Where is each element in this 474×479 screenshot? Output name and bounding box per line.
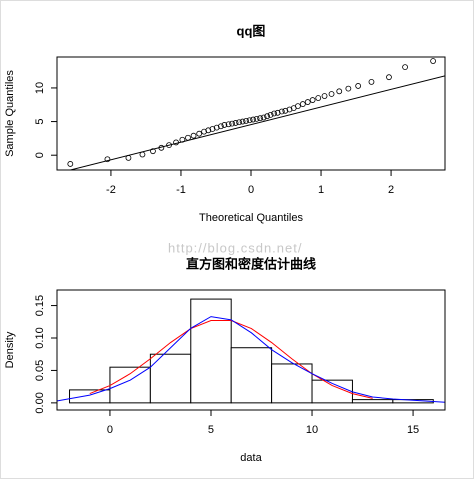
point <box>236 119 242 126</box>
point <box>274 109 281 116</box>
point <box>282 107 289 114</box>
point <box>402 64 408 70</box>
y-axis-label: Density <box>4 331 16 368</box>
x-tick-label: 15 <box>407 424 419 436</box>
y-tick-label: 0.15 <box>34 295 46 316</box>
x-tick-label: 0 <box>248 184 254 196</box>
point <box>271 110 278 117</box>
reference-line <box>68 75 445 170</box>
point <box>278 108 285 115</box>
plot-area <box>57 298 445 404</box>
point <box>355 83 362 89</box>
bar <box>109 366 151 404</box>
point <box>257 115 264 122</box>
x-tick-label: 2 <box>388 184 394 196</box>
point <box>201 128 207 135</box>
bar <box>230 347 273 404</box>
point <box>196 130 203 137</box>
point <box>260 114 267 121</box>
point <box>205 127 212 134</box>
x-tick-label: -1 <box>176 184 186 196</box>
point <box>158 144 165 151</box>
x-tick-label: 5 <box>208 424 214 436</box>
point <box>246 117 253 124</box>
y-tick-label: 0 <box>34 152 46 158</box>
point <box>243 117 249 124</box>
point <box>139 151 146 158</box>
y-axis-label: Sample Quantiles <box>4 70 16 157</box>
point <box>309 97 316 103</box>
bar <box>351 399 394 404</box>
point <box>430 58 436 64</box>
point <box>104 156 111 163</box>
point <box>253 115 260 122</box>
point <box>150 148 156 155</box>
x-tick-label: 0 <box>107 424 113 436</box>
point <box>229 120 235 127</box>
y-tick-label: 5 <box>34 119 46 125</box>
point <box>315 95 322 101</box>
point <box>125 154 132 161</box>
point <box>304 99 311 105</box>
plot-frame <box>56 56 446 171</box>
point <box>185 134 191 141</box>
point <box>368 78 375 85</box>
point <box>321 93 328 99</box>
bar <box>190 298 232 404</box>
point <box>213 124 220 131</box>
point <box>217 123 224 130</box>
point <box>190 132 197 139</box>
plot-frame <box>56 289 446 411</box>
density-curve <box>89 319 373 399</box>
x-tick-label: -2 <box>106 184 116 196</box>
y-tick-label: 0.00 <box>34 392 46 413</box>
watermark: http://blog.csdn.net/ <box>168 240 302 255</box>
point <box>173 139 179 146</box>
point <box>239 118 246 125</box>
bar <box>69 389 111 404</box>
chart-title: qq图 <box>237 23 266 38</box>
point <box>264 113 271 120</box>
point <box>299 101 306 107</box>
plot-area <box>67 58 445 170</box>
y-tick-label: 0.05 <box>34 360 46 381</box>
density-curve <box>57 316 445 403</box>
point <box>166 142 172 149</box>
x-axis-label: Theoretical Quantiles <box>199 212 303 224</box>
point <box>221 122 228 128</box>
x-tick-label: 1 <box>318 184 324 196</box>
point <box>295 103 301 110</box>
point <box>209 126 216 132</box>
y-tick-label: 10 <box>34 82 46 94</box>
point <box>225 121 232 128</box>
x-axis-label: data <box>240 452 262 464</box>
point <box>250 116 257 123</box>
point <box>286 106 293 113</box>
x-tick-label: 10 <box>306 424 318 436</box>
point <box>386 74 392 81</box>
point <box>67 161 74 167</box>
point <box>328 91 335 97</box>
point <box>179 136 186 143</box>
point <box>336 88 343 95</box>
chart-title: 直方图和密度估计曲线 <box>186 256 316 271</box>
point <box>267 111 274 118</box>
point <box>232 120 239 126</box>
point <box>345 85 352 92</box>
y-tick-label: 0.10 <box>34 327 46 348</box>
